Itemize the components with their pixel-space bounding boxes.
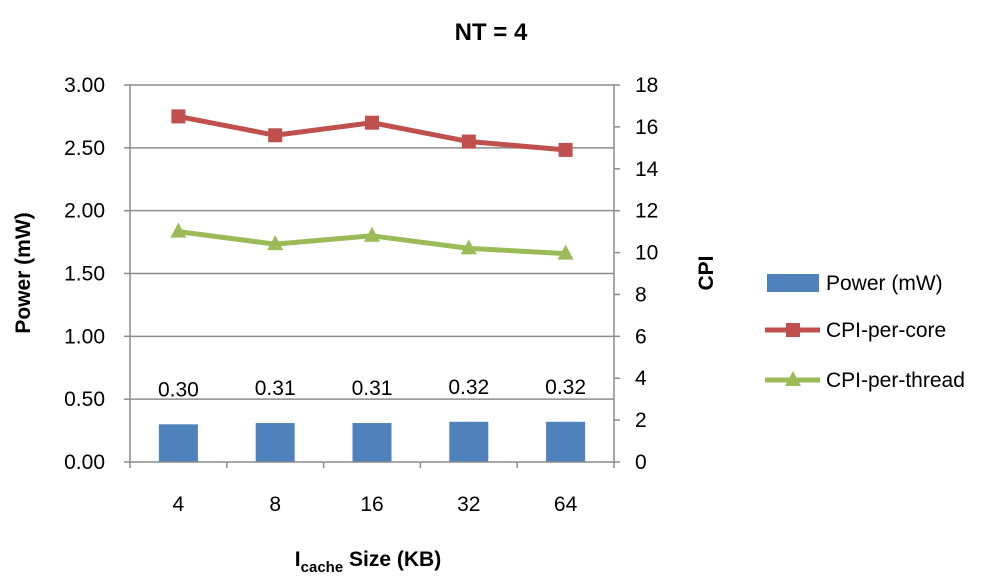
bar bbox=[546, 421, 586, 462]
line-series bbox=[170, 109, 574, 260]
legend-swatch-bar bbox=[767, 274, 819, 292]
x-axis-ticks: 4 8 16 32 64 bbox=[173, 493, 578, 516]
y-tick-label: 3.00 bbox=[64, 74, 105, 97]
y-tick-label: 0.00 bbox=[64, 451, 105, 474]
legend-label: Power (mW) bbox=[826, 272, 943, 295]
square-marker bbox=[558, 142, 573, 157]
y-tick-label: 2.00 bbox=[64, 200, 105, 223]
bar-series bbox=[158, 421, 586, 462]
bar-data-label: 0.32 bbox=[545, 376, 586, 399]
legend: Power (mW) CPI-per-core CPI-per-thread bbox=[765, 272, 965, 392]
y2-tick-label: 16 bbox=[635, 116, 658, 139]
bar-data-label: 0.31 bbox=[255, 377, 296, 400]
bar-data-label: 0.30 bbox=[158, 378, 199, 401]
triangle-marker bbox=[364, 226, 380, 242]
x-tick-label: 32 bbox=[457, 493, 480, 516]
y2-tick-label: 2 bbox=[635, 409, 647, 432]
square-marker bbox=[365, 115, 379, 130]
axes bbox=[124, 84, 620, 468]
bar bbox=[158, 424, 198, 462]
y-tick-label: 1.00 bbox=[64, 325, 105, 348]
bar bbox=[255, 423, 295, 462]
bar bbox=[449, 421, 489, 462]
y-axis-ticks: 0.00 0.50 1.00 1.50 2.00 2.50 3.00 bbox=[64, 74, 105, 474]
bar-data-labels: 0.30 0.31 0.31 0.32 0.32 bbox=[158, 376, 586, 402]
triangle-marker bbox=[170, 222, 187, 238]
legend-label: CPI-per-core bbox=[826, 319, 946, 342]
y2-tick-label: 12 bbox=[635, 200, 658, 223]
y2-tick-label: 18 bbox=[635, 74, 658, 97]
x-axis-title-rest: Size (KB) bbox=[343, 548, 441, 571]
chart-title: NT = 4 bbox=[455, 19, 528, 46]
y2-tick-label: 14 bbox=[635, 158, 659, 181]
x-axis-title-sub: cache bbox=[301, 559, 344, 576]
y2-tick-label: 0 bbox=[635, 451, 647, 474]
x-axis-title-main: I bbox=[295, 548, 301, 571]
y-tick-label: 1.50 bbox=[64, 263, 105, 286]
bar-data-label: 0.32 bbox=[448, 376, 489, 399]
y2-tick-label: 8 bbox=[635, 283, 647, 306]
x-axis-title: Icache Size (KB) bbox=[295, 548, 441, 576]
x-tick-label: 64 bbox=[554, 493, 578, 516]
bar bbox=[352, 423, 392, 462]
square-marker bbox=[461, 134, 476, 149]
y-axis-title: Power (mW) bbox=[12, 212, 35, 333]
y-tick-label: 0.50 bbox=[64, 388, 105, 411]
triangle-marker bbox=[460, 239, 477, 255]
y2-tick-label: 6 bbox=[635, 325, 647, 348]
y2-axis-title: CPI bbox=[695, 255, 718, 290]
y2-axis-ticks: 0 2 4 6 8 10 12 14 16 18 bbox=[635, 74, 659, 474]
triangle-marker bbox=[557, 244, 574, 260]
legend-triangle-marker bbox=[785, 371, 801, 386]
legend-square-marker bbox=[786, 323, 800, 337]
y2-tick-label: 10 bbox=[635, 242, 658, 265]
legend-label: CPI-per-thread bbox=[826, 369, 965, 392]
y-tick-label: 2.50 bbox=[64, 137, 105, 160]
x-tick-label: 16 bbox=[360, 493, 383, 516]
x-tick-label: 8 bbox=[269, 493, 281, 516]
triangle-marker bbox=[267, 235, 284, 251]
gridlines bbox=[130, 84, 614, 400]
square-marker bbox=[171, 109, 186, 124]
bar-data-label: 0.31 bbox=[352, 377, 393, 400]
y2-tick-label: 4 bbox=[635, 367, 647, 390]
square-marker bbox=[268, 128, 283, 143]
x-tick-label: 4 bbox=[173, 493, 185, 516]
